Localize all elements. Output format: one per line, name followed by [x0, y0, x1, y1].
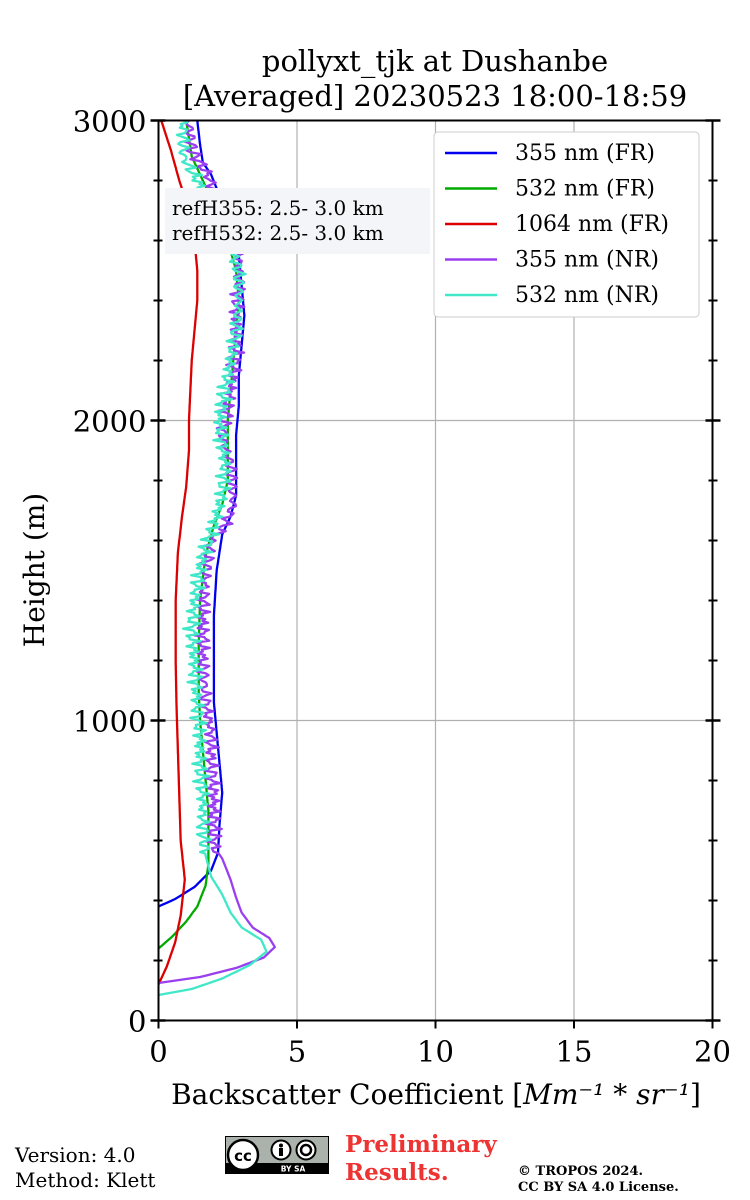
preliminary-results-notice: Preliminary Results. — [345, 1131, 497, 1187]
preliminary-line1: Preliminary — [345, 1131, 497, 1158]
preliminary-line2: Results. — [345, 1159, 449, 1186]
cc-by-sa-license-icon: cc BY SA — [225, 1136, 329, 1174]
y-tick-label-1: 1000 — [73, 705, 147, 739]
axis-ticks — [150, 119, 721, 1029]
x-tick-label-2: 10 — [417, 1035, 454, 1069]
copyright-line1: © TROPOS 2024. — [518, 1164, 644, 1179]
legend-label-2: 1064 nm (FR) — [515, 212, 669, 237]
legend-label-1: 532 nm (FR) — [515, 177, 655, 202]
chart-title-line1: pollyxt_tjk at Dushanbe — [262, 44, 608, 79]
copyright-notice: © TROPOS 2024. CC BY SA 4.0 License. — [518, 1164, 679, 1196]
legend-frame — [433, 131, 700, 318]
svg-text:cc: cc — [234, 1147, 252, 1165]
reference-height-annotation: refH355: 2.5- 3.0 km refH532: 2.5- 3.0 k… — [165, 188, 430, 254]
ref-height-355: refH355: 2.5- 3.0 km — [172, 196, 384, 220]
x-axis-label: Backscatter Coefficient [Mm⁻¹ * sr⁻¹] — [171, 1078, 701, 1111]
x-tick-labels: 0 5 10 15 20 — [149, 1035, 731, 1069]
series-lines — [157, 119, 276, 997]
legend-label-4: 532 nm (NR) — [515, 283, 659, 308]
y-tick-label-2: 2000 — [73, 405, 147, 439]
x-tick-label-1: 5 — [288, 1035, 306, 1069]
chart-title-line2: [Averaged] 20230523 18:00-18:59 — [183, 79, 687, 113]
series-line-2 — [157, 120, 199, 985]
y-tick-labels: 0 1000 2000 3000 — [73, 105, 147, 1039]
method-text: Method: Klett — [15, 1168, 156, 1192]
series-line-4 — [158, 119, 268, 997]
ref-height-532: refH532: 2.5- 3.0 km — [172, 221, 384, 245]
annotation-box — [165, 188, 430, 254]
version-method-info: Version: 4.0 Method: Klett — [15, 1143, 155, 1193]
legend-label-0: 355 nm (FR) — [515, 141, 655, 166]
license-badge-text: BY SA — [281, 1165, 306, 1174]
x-tick-label-4: 20 — [694, 1035, 731, 1069]
y-axis-label: Height (m) — [18, 493, 51, 647]
copyright-line2: CC BY SA 4.0 License. — [518, 1180, 679, 1195]
x-tick-label-3: 15 — [556, 1035, 593, 1069]
x-tick-label-0: 0 — [149, 1035, 167, 1069]
y-tick-label-3: 3000 — [73, 105, 147, 139]
legend: 355 nm (FR) 532 nm (FR) 1064 nm (FR) 355 nm… — [433, 131, 700, 318]
y-tick-label-0: 0 — [128, 1005, 146, 1039]
legend-label-3: 355 nm (NR) — [515, 248, 659, 273]
version-text: Version: 4.0 — [15, 1143, 136, 1167]
